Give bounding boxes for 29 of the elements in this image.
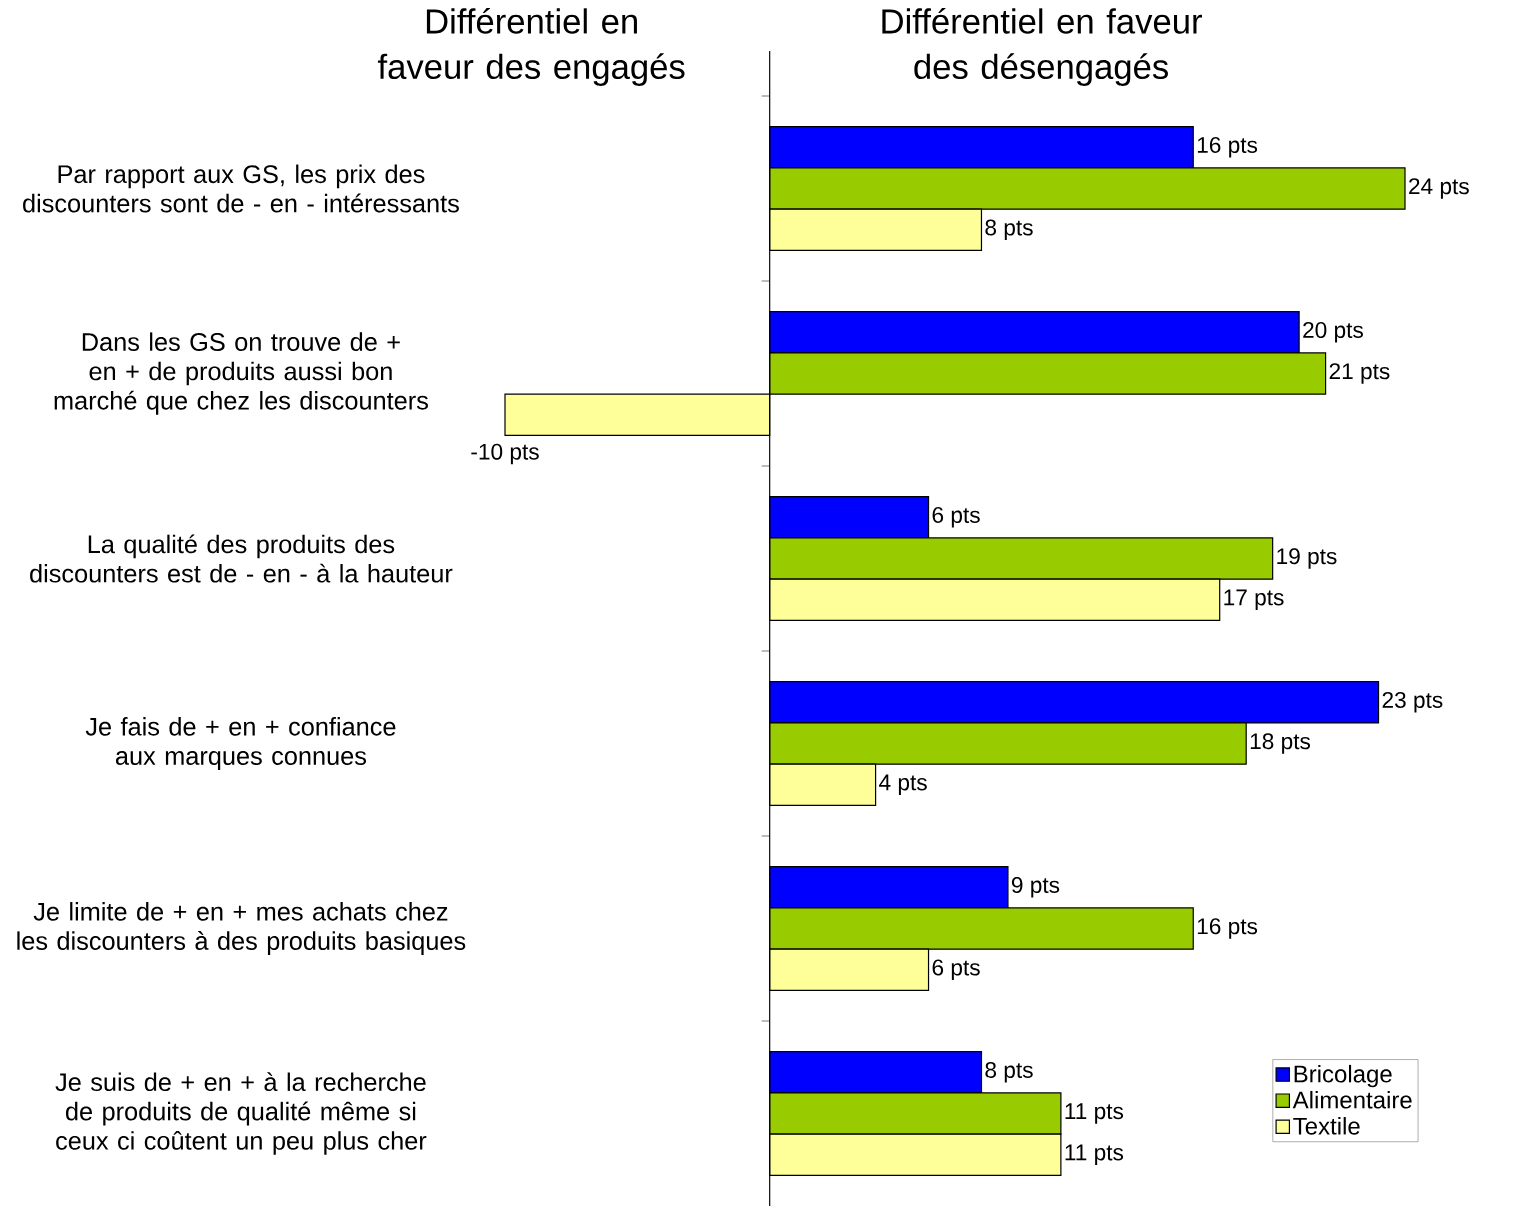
data-label: 16 pts (1197, 918, 1258, 939)
legend-label: Textile (1293, 1117, 1360, 1135)
data-label: 6 pts (932, 959, 980, 981)
data-label: 16 pts (1197, 137, 1258, 158)
y-tick-label: Je limite de + en + mes achats chez les discounters à des produits basiques (17, 902, 466, 956)
data-label: 8 pts (985, 219, 1033, 241)
data-label: 17 pts (1224, 589, 1284, 611)
data-label: 18 pts (1250, 733, 1311, 754)
data-label: 19 pts (1277, 548, 1337, 569)
data-label: 6 pts (932, 507, 980, 528)
data-label: 8 pts (985, 1062, 1033, 1083)
legend-label: Alimentaire (1292, 1091, 1412, 1109)
data-label: -10 pts (471, 443, 539, 465)
data-label: 24 pts (1409, 178, 1469, 199)
y-tick-label: Dans les GS on trouve de + en + de produits aussi bon marché que chez les discounters (54, 332, 428, 415)
y-tick-label: La qualité des produits des discounters est de - en - à la hauteur (30, 534, 453, 583)
y-tick-label: Je suis de + en + à la recherche de produits de qualité même si ceux ci coûtent un peu plus cher (55, 1072, 427, 1155)
data-label: 21 pts (1329, 363, 1390, 384)
legend-label: Bricolage (1294, 1065, 1392, 1088)
y-tick-label: Par rapport aux GS, les prix des discounters sont de - en - intéressants (23, 164, 459, 213)
y-tick-label: Je fais de + en + confiance aux marques connues (85, 717, 396, 771)
annotation: Différentiel en faveur des désengagés (882, 8, 1202, 87)
annotation: Différentiel en faveur des engagés (377, 8, 685, 87)
data-label: 4 pts (879, 774, 927, 796)
data-label: 23 pts (1382, 692, 1443, 713)
data-label: 20 pts (1303, 322, 1363, 343)
data-label: 9 pts (1011, 877, 1060, 898)
data-label: 11 pts (1065, 1144, 1124, 1166)
data-label: 11 pts (1065, 1103, 1124, 1124)
